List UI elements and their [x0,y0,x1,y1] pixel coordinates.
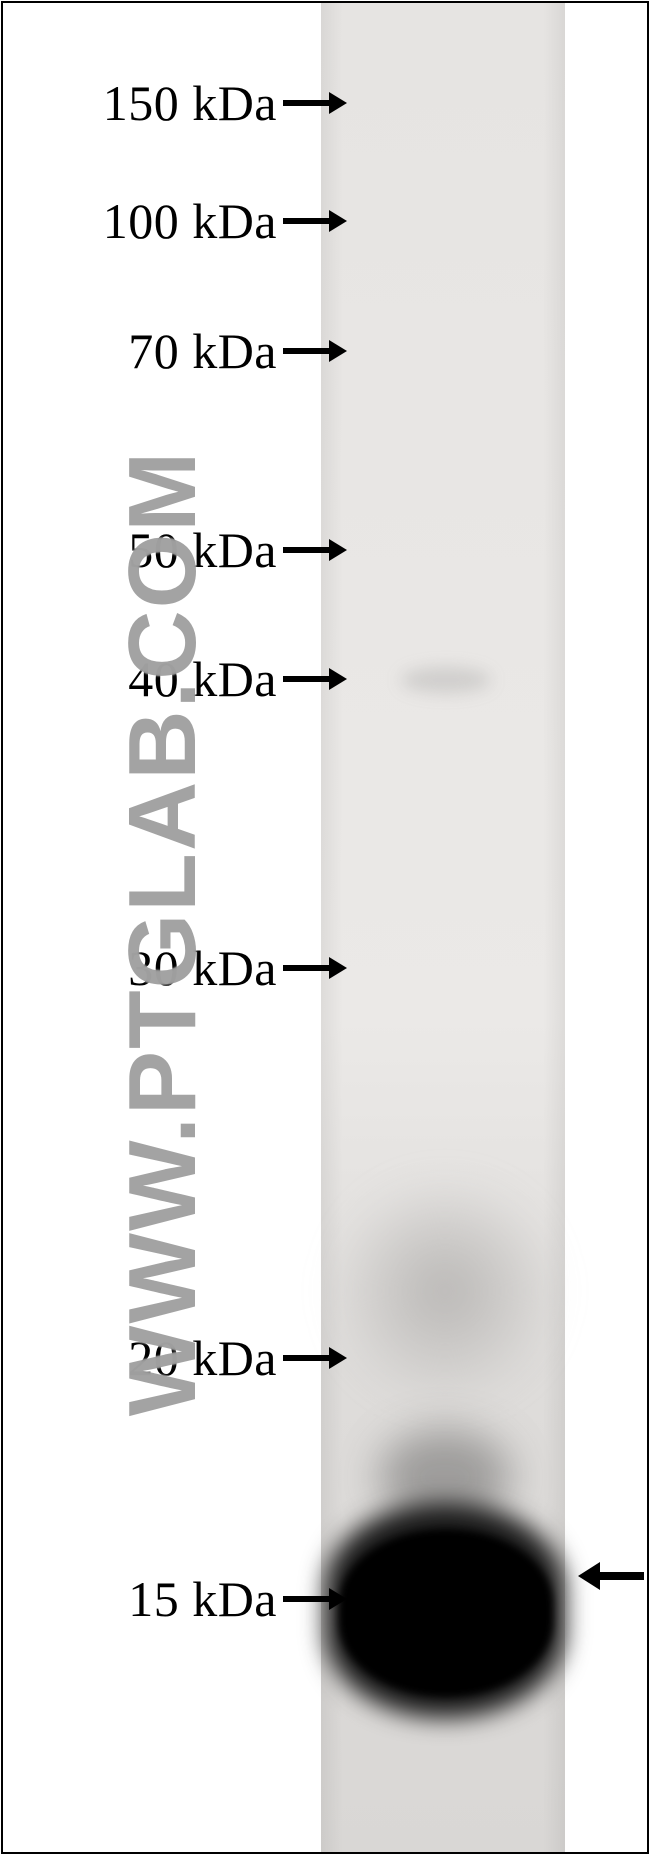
arrow-right-icon [283,92,347,114]
arrow-right-icon [283,1347,347,1369]
mw-marker-row: 70 kDa [128,321,347,381]
arrow-right-icon [283,539,347,561]
arrow-right-icon [283,957,347,979]
arrow-right-icon [283,210,347,232]
mw-marker-row: 100 kDa [103,191,347,251]
main-blot-core [339,1529,553,1697]
arrow-right-icon [283,668,347,690]
faint-band-40kda [401,667,491,693]
mw-marker-label: 150 kDa [103,74,277,132]
mw-marker-row: 150 kDa [103,73,347,133]
mw-marker-label: 100 kDa [103,192,277,250]
mw-marker-label: 15 kDa [128,1570,277,1628]
image-frame: 150 kDa 100 kDa 70 kDa 50 kDa 40 kDa 30 … [1,1,649,1854]
target-band-arrow [578,1562,644,1590]
watermark-text: WWW.PTGLAB.COM [108,450,218,1416]
arrow-right-icon [283,340,347,362]
arrow-right-icon [283,1588,347,1610]
blot-light-cloud [329,1175,561,1407]
watermark-label: WWW.PTGLAB.COM [109,450,216,1416]
mw-marker-label: 70 kDa [128,322,277,380]
mw-marker-row: 15 kDa [128,1569,347,1629]
